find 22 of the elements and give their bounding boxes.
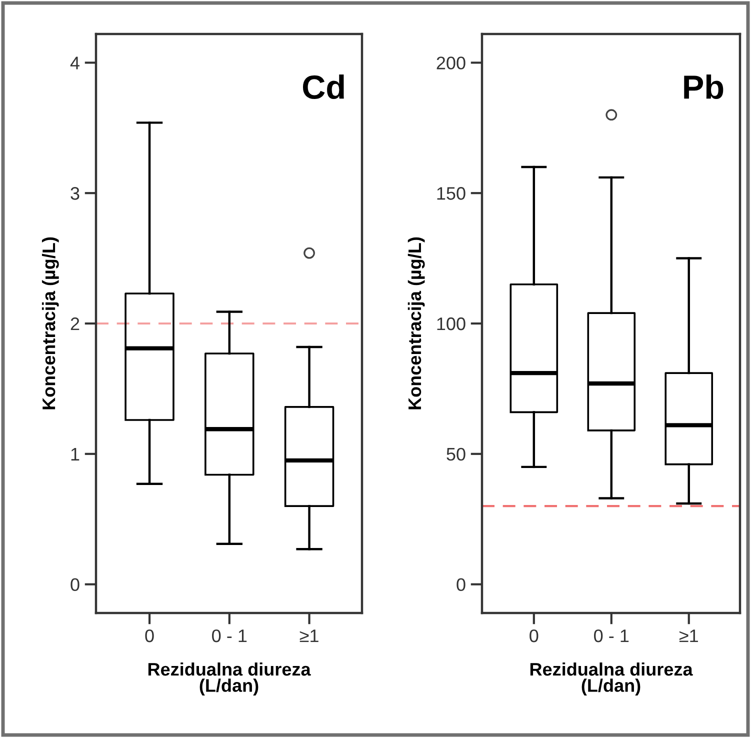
- y-tick-label: 200: [436, 56, 466, 70]
- annotation: Cd: [302, 74, 344, 100]
- x-tick-label: 0 - 1: [594, 629, 629, 642]
- y-tick-label: 50: [446, 448, 466, 461]
- x-tick-label: 0: [530, 629, 538, 642]
- x-tick-label: ≥1: [679, 630, 698, 642]
- x-axis-title: Rezidualna diureza (L/dan): [530, 662, 693, 696]
- x-tick-label: 0 - 1: [212, 629, 247, 642]
- y-tick-label: 1: [71, 448, 80, 460]
- annotation: Pb: [684, 74, 724, 100]
- y-axis-title: Koncentracija (µg/L): [408, 237, 425, 410]
- x-axis-title: Rezidualna diureza (L/dan): [148, 662, 311, 696]
- y-tick-label: 3: [70, 187, 80, 200]
- y-axis-title: Koncentracija (µg/L): [42, 237, 59, 410]
- x-tick-label: 0: [145, 629, 154, 642]
- y-tick-label: 0: [456, 578, 466, 592]
- x-tick-label: ≥1: [300, 630, 318, 642]
- y-tick-label: 2: [70, 317, 80, 330]
- y-tick-label: 150: [437, 187, 466, 200]
- y-tick-label: 4: [70, 56, 80, 70]
- y-tick-label: 0: [70, 578, 80, 592]
- y-tick-label: 100: [437, 317, 466, 330]
